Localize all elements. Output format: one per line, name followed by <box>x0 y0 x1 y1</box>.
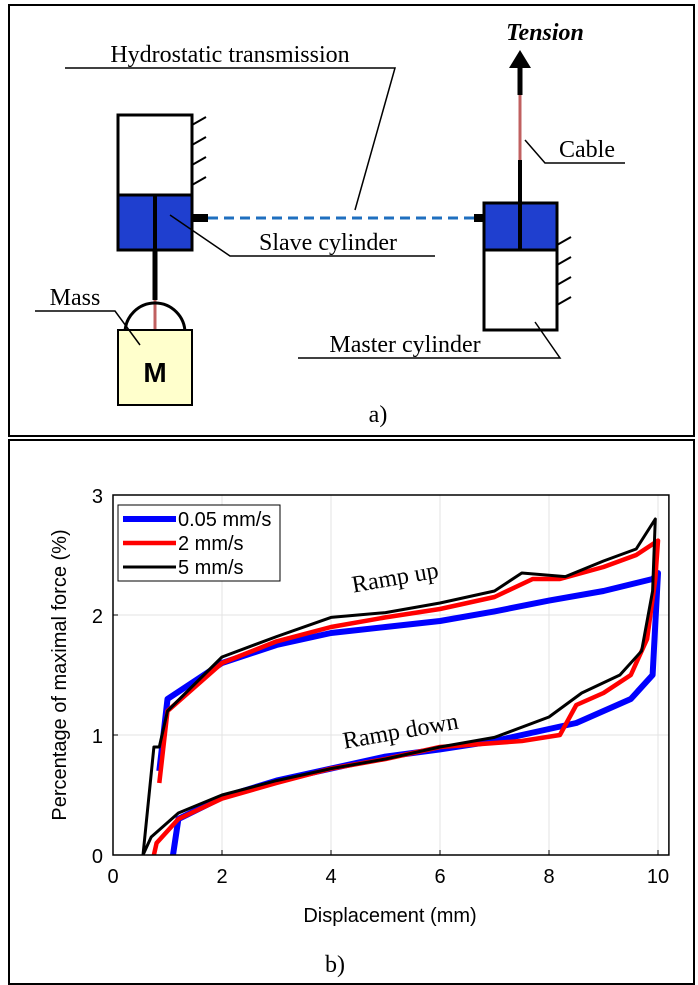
leader <box>524 139 625 164</box>
y-axis-label: Percentage of maximal force (%) <box>49 529 71 820</box>
mass-symbol: M <box>143 357 166 388</box>
x-tick-label: 4 <box>325 866 336 888</box>
mass-label: Mass <box>50 285 101 311</box>
y-tick-label: 2 <box>92 606 103 628</box>
leader <box>298 321 562 359</box>
caption-b: b) <box>325 952 345 978</box>
caption-a: a) <box>369 402 388 428</box>
series-line <box>141 517 657 856</box>
master-label: Master cylinder <box>329 332 480 358</box>
legend-label: 0.05 mm/s <box>178 509 271 531</box>
legend: 0.05 mm/s2 mm/s5 mm/s <box>117 504 281 582</box>
x-tick-label: 10 <box>647 866 669 888</box>
plot-frame <box>112 494 670 856</box>
legend-label: 2 mm/s <box>178 533 244 555</box>
x-tick-label: 6 <box>434 866 445 888</box>
x-axis-label: Displacement (mm) <box>303 905 476 927</box>
mass: M <box>117 301 193 406</box>
leader <box>65 67 396 211</box>
master-cylinder <box>474 50 572 332</box>
slave-cylinder <box>116 113 208 330</box>
y-tick-label: 0 <box>92 846 103 868</box>
tension-label: Tension <box>506 20 584 46</box>
leader <box>35 310 141 346</box>
y-tick-label: 1 <box>92 726 103 748</box>
cable-label: Cable <box>559 137 615 163</box>
y-tick-label: 3 <box>92 486 103 508</box>
panel-a-frame <box>8 4 695 437</box>
x-tick-label: 2 <box>216 866 227 888</box>
x-tick-label: 0 <box>107 866 118 888</box>
transmission-label: Hydrostatic transmission <box>110 42 349 68</box>
legend-label: 5 mm/s <box>178 557 244 579</box>
leader <box>169 214 435 257</box>
slave-label: Slave cylinder <box>259 230 397 256</box>
x-tick-label: 8 <box>543 866 554 888</box>
panel-b-frame <box>8 439 695 985</box>
